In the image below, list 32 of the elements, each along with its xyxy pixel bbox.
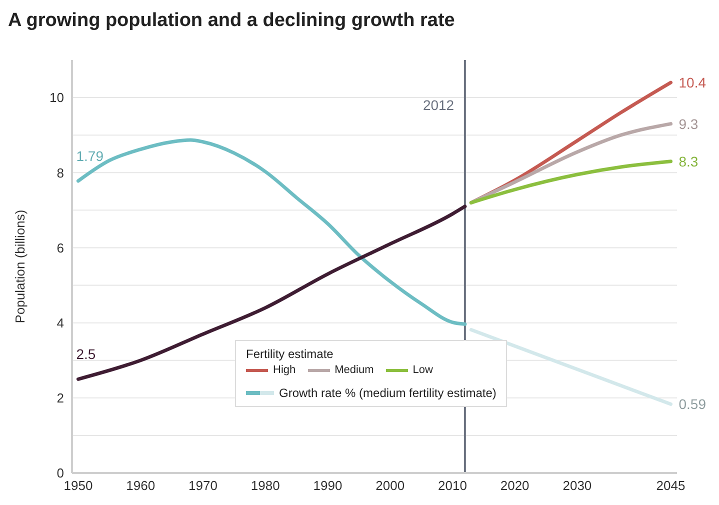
x-tick-label: 1980 (250, 478, 280, 494)
x-tick-label: 2045 (656, 478, 686, 494)
y-tick-label: 10 (50, 90, 64, 106)
x-tick-label: 1960 (126, 478, 156, 494)
legend-label: High (272, 364, 296, 376)
x-tick-label: 1970 (188, 478, 218, 494)
line-series (76, 204, 467, 381)
x-tick-label: 2030 (562, 478, 592, 494)
y-tick-label: 2 (56, 390, 64, 406)
data-label: 10.4 (678, 74, 706, 91)
data-label: 1.79 (76, 148, 104, 164)
legend-label: Growth rate % (medium fertility estimate) (279, 386, 496, 400)
y-tick-label: 4 (56, 315, 64, 330)
x-tick-label: 1950 (64, 478, 93, 494)
ref-line-label: 2012 (422, 96, 454, 113)
data-label: 9.3 (678, 116, 698, 132)
x-tick-label: 2020 (500, 478, 530, 494)
x-tick-label: 1990 (313, 478, 342, 494)
data-label: 0.59 (678, 396, 706, 412)
y-tick-label: 6 (56, 240, 64, 256)
legend-label: Low (412, 364, 433, 376)
line-series (469, 160, 673, 204)
legend-title: Fertility estimate (246, 347, 334, 361)
x-tick-label: 2000 (376, 478, 405, 494)
legend-label: Medium (334, 364, 374, 376)
x-tick-label: 2010 (438, 478, 467, 494)
data-label: 2.5 (76, 346, 96, 362)
y-tick-label: 0 (56, 466, 64, 481)
y-tick-label: 8 (56, 165, 64, 180)
data-label: 8.3 (678, 153, 698, 170)
y-axis-title: Population (billions) (12, 210, 28, 324)
chart-title: A growing population and a declining growth rate (8, 9, 456, 33)
